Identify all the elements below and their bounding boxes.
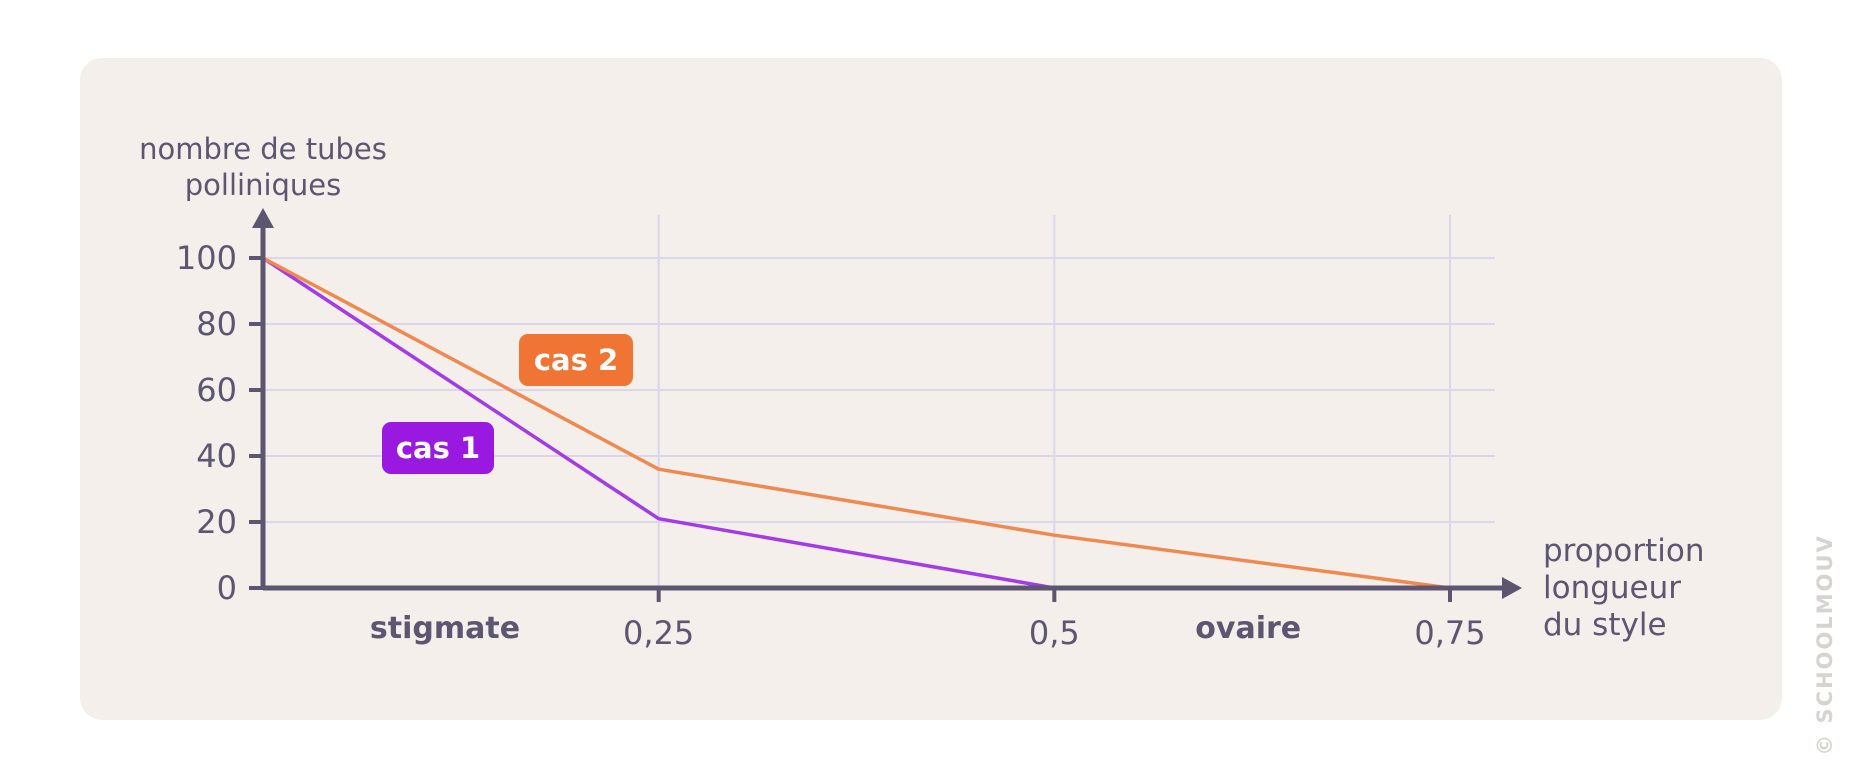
series-badge-label: cas 2 <box>534 343 618 377</box>
watermark-container: © SCHOOLMOUV <box>1812 534 1838 756</box>
y-tick-label: 20 <box>196 503 237 541</box>
schoolmouv-watermark: © SCHOOLMOUV <box>1813 534 1837 756</box>
x-axis-arrowhead <box>1502 577 1522 599</box>
region-label-ovaire: ovaire <box>1195 611 1301 646</box>
y-axis-arrowhead <box>252 208 274 228</box>
x-tick-label: 0,5 <box>1029 614 1080 652</box>
series-line-cas-2 <box>262 256 1451 590</box>
y-tick-label: 0 <box>217 569 237 607</box>
y-axis-title-line: polliniques <box>185 168 342 202</box>
y-tick-label: 100 <box>176 239 237 277</box>
x-tick-label: 0,75 <box>1414 614 1485 652</box>
x-tick-label: 0,25 <box>623 614 694 652</box>
region-label-stigmate: stigmate <box>370 611 520 646</box>
y-axis-title: nombre de tubes polliniques <box>139 132 387 202</box>
series-badge-background <box>519 334 633 386</box>
y-tick-label: 80 <box>196 305 237 343</box>
x-axis-title-line: du style <box>1543 607 1667 643</box>
series-badge-cas-1: cas 1 <box>382 422 494 474</box>
series-badge-cas-2: cas 2 <box>519 334 633 386</box>
series-badge-label: cas 1 <box>396 431 480 465</box>
y-tick-label: 60 <box>196 371 237 409</box>
x-axis-title-line: proportion <box>1543 533 1704 569</box>
x-axis-title: proportion longueur du style <box>1543 533 1704 643</box>
series-badge-background <box>382 422 494 474</box>
series-line-cas-1 <box>262 256 1055 590</box>
y-axis-title-line: nombre de tubes <box>139 132 387 166</box>
y-tick-label: 40 <box>196 437 237 475</box>
x-axis-title-line: longueur <box>1543 570 1681 606</box>
